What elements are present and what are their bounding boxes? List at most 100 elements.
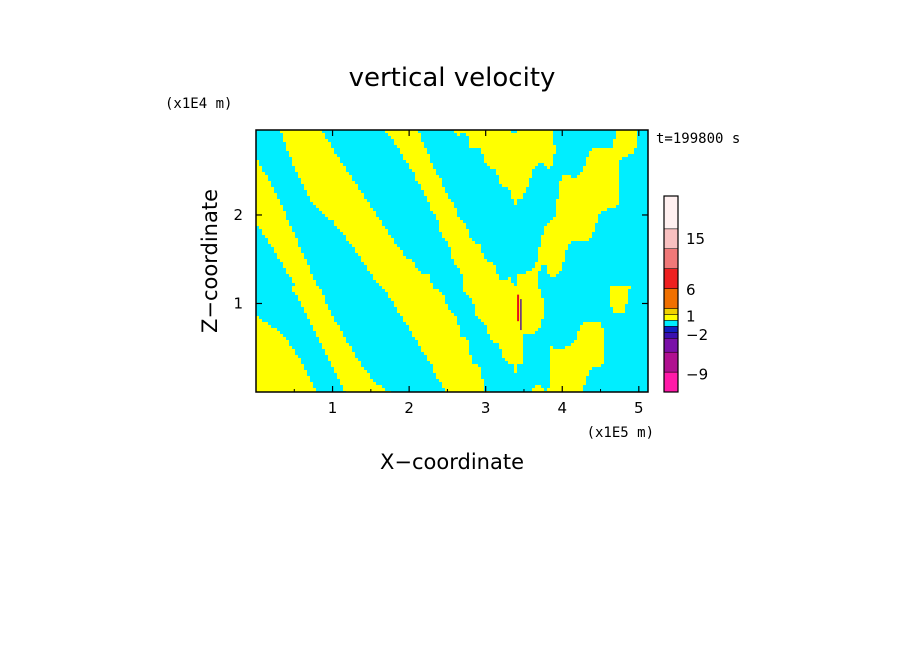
field-positive-region [256,208,283,211]
y-tick-label: 2 [233,206,243,224]
field-positive-region [343,388,385,391]
field-positive-region [256,175,268,178]
field-positive-region [256,223,289,226]
field-positive-region [580,172,619,175]
field-positive-region [298,295,325,298]
field-positive-region [313,202,370,205]
field-positive-region [292,289,322,292]
field-positive-region [475,304,544,307]
field-positive-region [550,352,604,355]
field-positive-region [307,313,331,316]
field-positive-region [286,145,331,148]
field-positive-region [439,223,466,226]
field-positive-region [304,307,328,310]
colorbar-bin [664,249,678,269]
field-positive-region [589,154,628,157]
field-positive-region [376,280,430,283]
field-positive-region [265,235,295,238]
field-positive-region [262,229,292,232]
field-positive-region [460,271,496,274]
colorbar-label: 1 [686,308,696,326]
chart-title: vertical velocity [349,63,556,93]
field-positive-region [472,298,544,301]
x-tick-label: 3 [481,399,491,417]
field-positive-region [436,373,481,376]
field-positive-region [364,262,415,265]
x-scale-label: (x1E5 m) [587,425,654,441]
field-positive-region [610,295,628,298]
field-positive-region [550,382,586,385]
field-positive-region [316,205,370,208]
field-positive-region [256,319,262,322]
colorbar-bin [664,320,678,326]
field-positive-region [592,148,634,151]
field-positive-region [439,379,484,382]
x-tick-label: 5 [634,399,644,417]
field-positive-region [343,385,382,388]
field-positive-region [292,280,316,283]
field-positive-region [463,283,514,286]
field-positive-region [526,271,538,274]
field-positive-region [433,364,478,367]
field-positive-region [367,268,418,271]
field-positive-region [451,256,484,259]
field-positive-region [289,274,313,277]
field-positive-region [448,244,481,247]
field-positive-region [307,316,334,319]
field-positive-region [514,199,517,202]
field-positive-region [256,220,289,223]
field-positive-region [508,361,523,364]
colorbar-bin [664,338,678,352]
field-positive-region [412,334,460,337]
field-positive-region [550,220,598,223]
velocity-field [256,130,648,394]
field-positive-region [343,232,388,235]
field-positive-region [283,262,307,265]
field-positive-region [298,298,325,301]
field-positive-region [322,343,349,346]
field-positive-region [517,274,538,277]
field-positive-region [556,205,616,208]
field-positive-region [310,319,334,322]
field-positive-region [550,370,589,373]
field-positive-region [583,322,601,325]
field-positive-region [346,238,394,241]
field-positive-region [394,301,445,304]
field-positive-region [544,163,553,166]
field-positive-region [409,325,460,328]
field-positive-region [412,331,460,334]
field-positive-region [256,352,295,355]
field-positive-region [475,307,544,310]
field-positive-region [334,220,382,223]
field-positive-region [442,232,469,235]
field-positive-region [514,370,517,373]
field-positive-region [541,244,568,247]
field-positive-region [469,142,553,145]
field-positive-region [559,193,619,196]
field-positive-region [550,274,556,277]
field-positive-region [256,337,286,340]
field-positive-region [490,337,523,340]
field-positive-region [424,190,445,193]
field-positive-region [511,196,523,199]
field-positive-region [544,229,595,232]
field-positive-region [301,181,355,184]
field-positive-region [499,343,523,346]
field-positive-region [406,160,430,163]
field-positive-region [289,154,337,157]
field-positive-region [613,139,637,142]
field-positive-region [430,205,454,208]
field-positive-region [610,292,628,295]
field-positive-region [397,145,424,148]
field-positive-region [547,271,559,274]
field-positive-region [256,370,307,373]
colorbar-bin [664,332,678,338]
field-positive-region [316,331,343,334]
field-positive-region [331,364,361,367]
field-positive-region [256,184,271,187]
field-positive-region [484,322,541,325]
field-positive-region [283,133,325,136]
field-positive-region [538,259,565,262]
field-positive-region [256,331,280,334]
field-positive-region [553,217,598,220]
